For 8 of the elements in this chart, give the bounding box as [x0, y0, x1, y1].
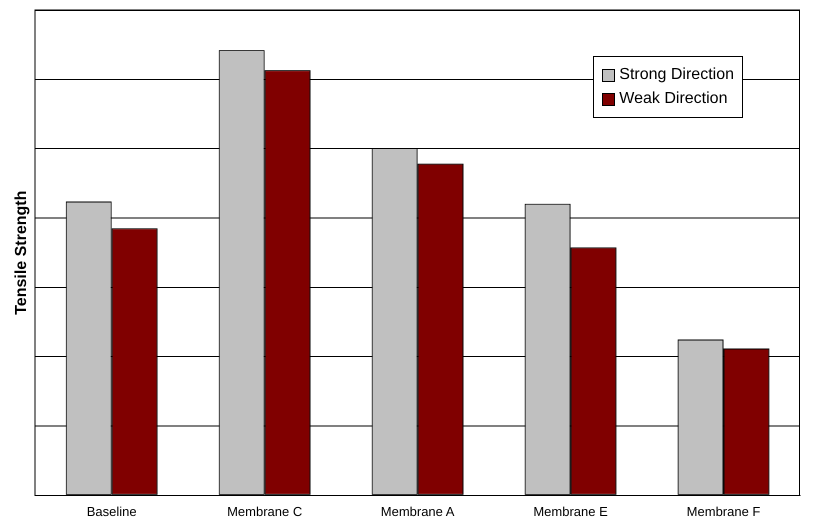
x-tick-label: Membrane F [686, 504, 760, 519]
x-tick-label: Membrane E [533, 504, 608, 519]
x-tick-label: Membrane C [227, 504, 302, 519]
y-axis-title: Tensile Strength [13, 190, 30, 315]
x-tick-label: Membrane A [380, 504, 455, 519]
legend-label: Strong Direction [619, 65, 734, 85]
legend-label: Weak Direction [619, 89, 728, 109]
x-tick-label: Baseline [86, 504, 137, 519]
